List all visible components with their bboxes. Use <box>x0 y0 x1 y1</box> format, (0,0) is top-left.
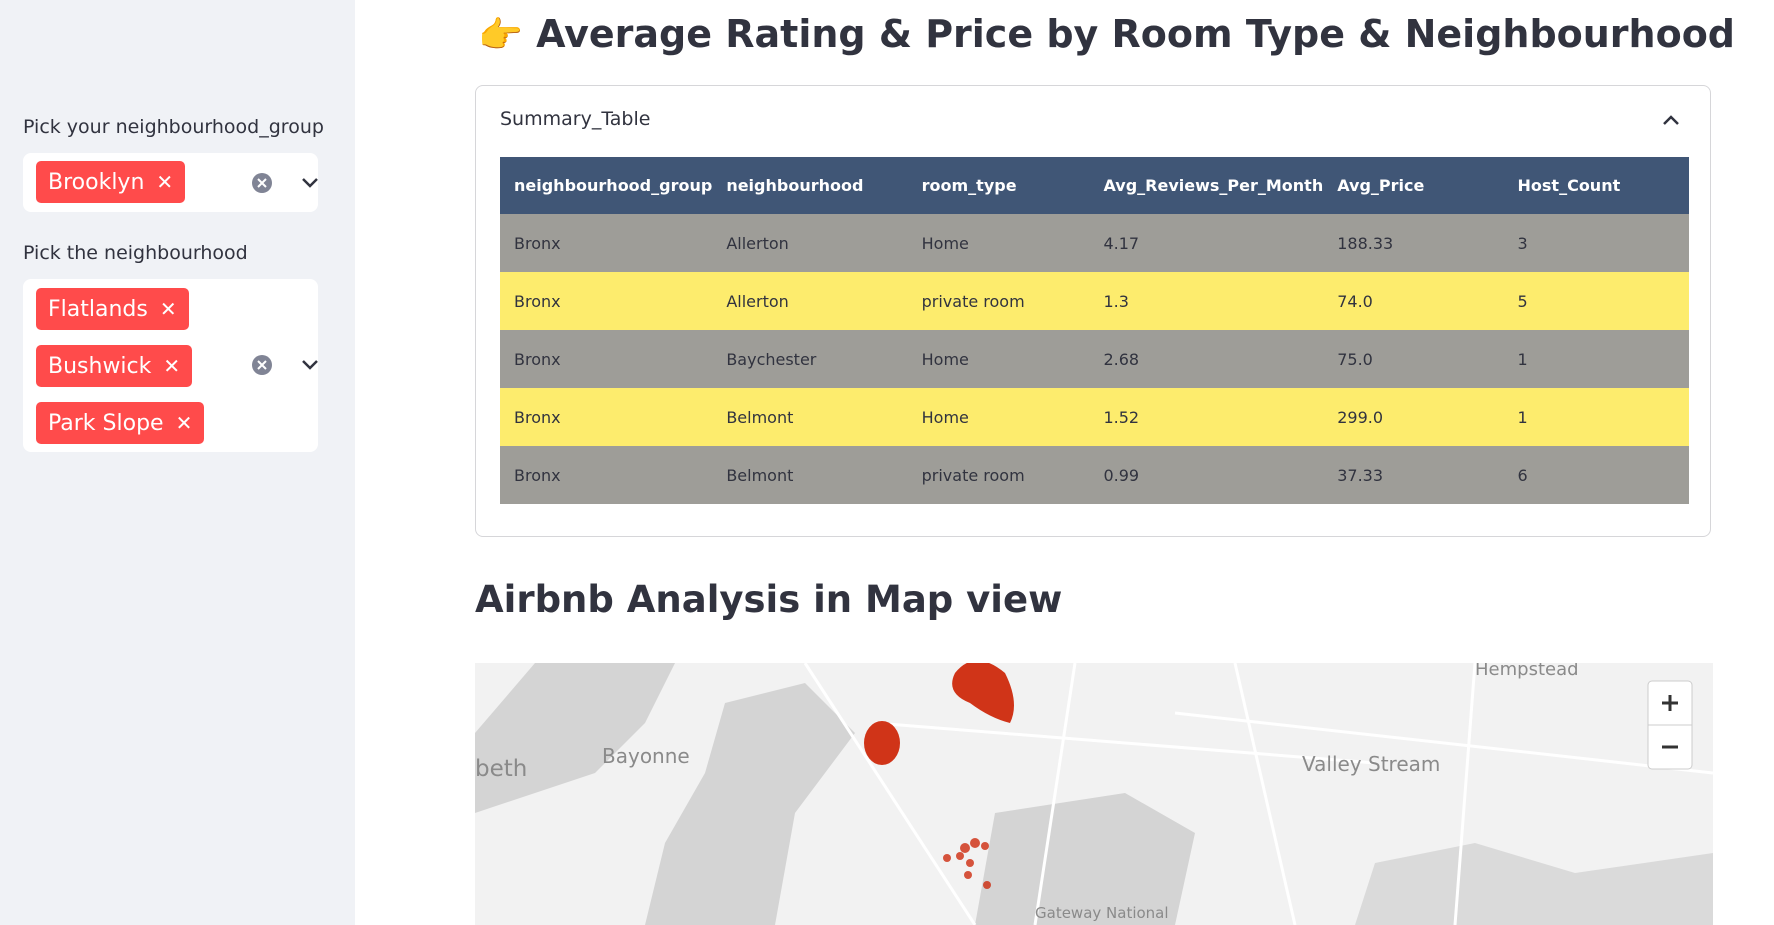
chip-remove[interactable]: ✕ <box>163 354 181 378</box>
table-row: Bronx Allerton Home 4.17 188.33 3 <box>500 214 1689 272</box>
chip-text: Park Slope <box>48 410 164 436</box>
table-cell: 37.33 <box>1337 465 1384 485</box>
multiselect[interactable]: Flatlands ✕ Bushwick ✕ Park Slope ✕ <box>23 279 318 452</box>
table-cell: 5 <box>1517 291 1528 311</box>
label: Pick your neighbourhood_group <box>23 116 324 138</box>
chip-text: Brooklyn <box>48 169 145 195</box>
table-cell: 1 <box>1517 349 1528 369</box>
map[interactable]: beth Bayonne Valley Stream Hempstead Gat… <box>475 663 1713 925</box>
chip-remove[interactable]: ✕ <box>156 170 174 194</box>
zoom-control <box>1647 680 1693 770</box>
chip-row: Park Slope ✕ <box>36 402 205 444</box>
column-header[interactable]: neighbourhood_group <box>500 157 713 214</box>
table-cell: Belmont <box>726 465 794 485</box>
table-cell: Bronx <box>514 465 561 485</box>
page-title: 👉 Average Rating & Price by Room Type & … <box>478 12 1735 56</box>
chip-remove[interactable]: ✕ <box>159 297 177 321</box>
multiselect[interactable]: Brooklyn ✕ <box>23 153 318 212</box>
table-row: Bronx Belmont Home 1.52 299.0 1 <box>500 388 1689 446</box>
clear-x <box>257 360 267 370</box>
column-header[interactable]: room_type <box>907 157 1090 214</box>
table-cell: 1.3 <box>1103 291 1129 311</box>
column-header[interactable]: Avg_Reviews_Per_Month <box>1089 157 1324 214</box>
sidebar: Pick your neighbourhood_group Brooklyn ✕ … <box>0 0 355 925</box>
table-cell: 299.0 <box>1337 407 1384 427</box>
column-header[interactable]: Avg_Price <box>1323 157 1504 214</box>
zoom-in[interactable] <box>1662 695 1678 711</box>
table-cell: private room <box>921 291 1025 311</box>
map-label: beth <box>475 756 527 782</box>
chip-row: Flatlands ✕ <box>36 288 204 330</box>
chip[interactable]: Park Slope ✕ <box>36 402 205 444</box>
table-cell: 1 <box>1517 407 1528 427</box>
controls <box>252 355 318 375</box>
expander: Summary_Table neighbourhood_group neighbo… <box>475 85 1711 537</box>
table-cell: Belmont <box>726 407 794 427</box>
chevron[interactable] <box>302 360 318 370</box>
label: Pick the neighbourhood <box>23 242 248 264</box>
map-label: Valley Stream <box>1302 752 1440 776</box>
table-row: Bronx Belmont private room 0.99 37.33 6 <box>500 446 1689 504</box>
table-cell: Home <box>921 233 969 253</box>
table-cell: 3 <box>1517 233 1528 253</box>
table-row: Bronx Baychester Home 2.68 75.0 1 <box>500 330 1689 388</box>
table-cell: Home <box>921 349 969 369</box>
table-cell: Bronx <box>514 407 561 427</box>
table-row: Bronx Allerton private room 1.3 74.0 5 <box>500 272 1689 330</box>
table-cell: 2.68 <box>1103 349 1140 369</box>
chip-remove[interactable]: ✕ <box>175 411 193 435</box>
chip[interactable]: Flatlands ✕ <box>36 288 189 330</box>
controls <box>252 173 318 193</box>
table-cell: Home <box>921 407 969 427</box>
chip-row: Bushwick ✕ <box>36 345 204 387</box>
chip-row: Brooklyn ✕ <box>36 161 186 203</box>
chip[interactable]: Bushwick ✕ <box>36 345 193 387</box>
column-header[interactable]: neighbourhood <box>712 157 908 214</box>
table-cell: 188.33 <box>1337 233 1394 253</box>
table-cell: Bronx <box>514 349 561 369</box>
map-label: Hempstead <box>1475 663 1579 680</box>
table-cell: Bronx <box>514 291 561 311</box>
map-label: Bayonne <box>602 744 690 768</box>
table-cell: 6 <box>1517 465 1528 485</box>
table-cell: Baychester <box>726 349 817 369</box>
clear-x <box>257 178 267 188</box>
emoji: 👉 <box>478 15 523 56</box>
table-cell: 74.0 <box>1337 291 1373 311</box>
chip[interactable]: Brooklyn ✕ <box>36 161 186 203</box>
title-text: Average Rating & Price by Room Type & Ne… <box>536 12 1736 56</box>
table-cell: 1.52 <box>1103 407 1140 427</box>
column-header[interactable]: Host_Count <box>1503 157 1689 214</box>
chip-text: Bushwick <box>48 353 152 379</box>
chevron[interactable] <box>302 178 318 188</box>
summary-table: neighbourhood_group neighbourhood room_typ… <box>500 157 1689 504</box>
section-heading: Airbnb Analysis in Map view <box>475 578 1063 621</box>
collapse-icon[interactable] <box>1662 114 1680 126</box>
table-cell: Allerton <box>726 233 789 253</box>
table-cell: Allerton <box>726 291 789 311</box>
map-label: Gateway National <box>1035 904 1169 922</box>
table-cell: private room <box>921 465 1025 485</box>
expander-label[interactable]: Summary_Table <box>500 108 651 130</box>
chip-text: Flatlands <box>48 296 148 322</box>
table-cell: Bronx <box>514 233 561 253</box>
table-cell: 0.99 <box>1103 465 1140 485</box>
table-cell: 4.17 <box>1103 233 1140 253</box>
table-cell: 75.0 <box>1337 349 1373 369</box>
